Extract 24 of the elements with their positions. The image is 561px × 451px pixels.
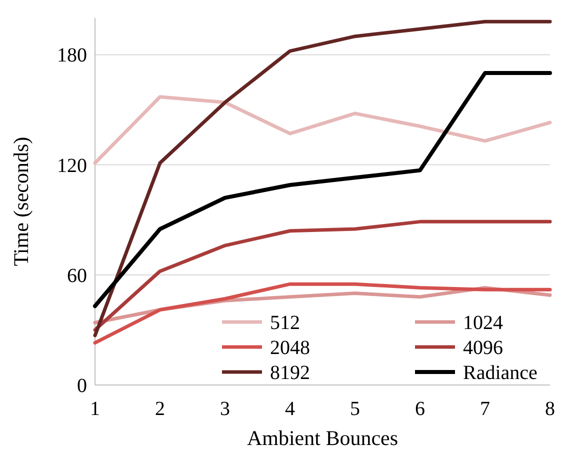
x-tick-label: 4 [285, 398, 295, 420]
x-tick-label: 7 [480, 398, 490, 420]
y-tick-label: 120 [57, 154, 87, 177]
y-axis-title: Time (seconds) [9, 136, 33, 266]
line-series [93, 95, 552, 165]
legend-label: 1024 [463, 312, 503, 334]
legend-label: 2048 [270, 337, 310, 359]
y-tick-label: 0 [77, 375, 87, 397]
legend-label: 512 [270, 312, 300, 334]
y-tick-label: 180 [57, 44, 87, 67]
x-tick-label: 5 [350, 398, 360, 420]
legend-label: Radiance [463, 362, 538, 384]
x-tick-label: 2 [155, 398, 165, 420]
y-tick-label: 60 [67, 264, 87, 287]
x-axis-title: Ambient Bounces [246, 426, 398, 450]
x-tick-label: 8 [545, 398, 555, 420]
line-series [93, 20, 552, 338]
x-tick-label: 3 [220, 398, 230, 420]
line-series [93, 220, 552, 332]
legend-label: 4096 [463, 337, 503, 359]
x-tick-label: 6 [415, 398, 425, 420]
legend-label: 8192 [270, 362, 310, 384]
x-tick-label: 1 [90, 398, 100, 420]
line-series [93, 71, 552, 308]
